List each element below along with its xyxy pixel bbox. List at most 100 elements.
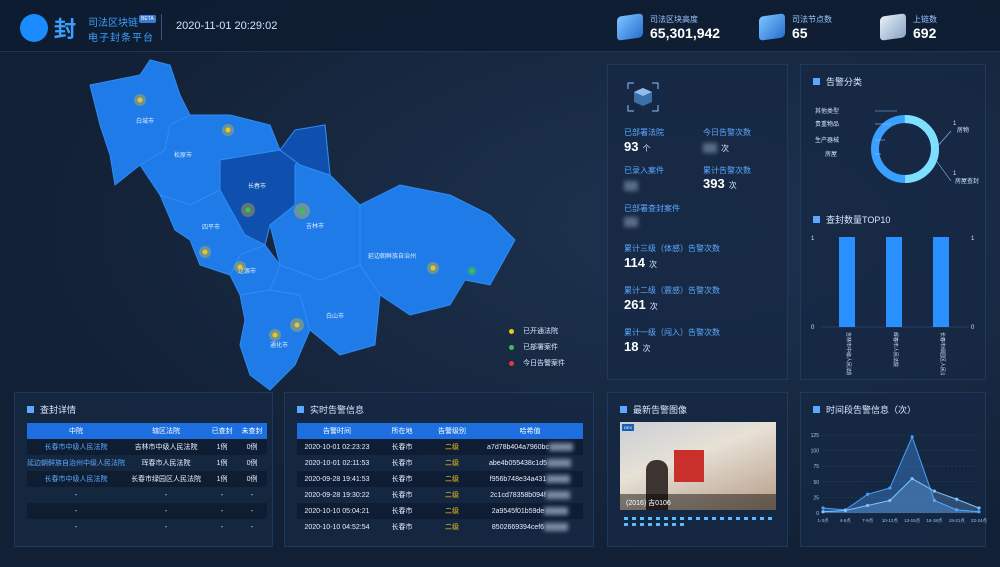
redacted-hash <box>544 523 569 531</box>
cube-frame-icon <box>627 82 659 112</box>
series-point[interactable] <box>865 503 870 508</box>
table-cell: 2020-10-01 02:23:23 <box>297 439 377 455</box>
map-label-liaoyuan: 辽源市 <box>238 267 256 275</box>
square-icon <box>813 406 820 413</box>
seal-top10-title: 查封数量TOP10 <box>813 213 890 226</box>
column-header[interactable]: 哈希值 <box>477 423 583 439</box>
series-point[interactable] <box>821 506 825 510</box>
seal-detail-title: 查封详情 <box>27 403 76 416</box>
map-region-baishan[interactable] <box>269 264 381 356</box>
column-header[interactable]: 告警时间 <box>297 423 377 439</box>
series-point[interactable] <box>955 497 959 501</box>
deployed-courts-value: 93 个 <box>624 139 651 154</box>
table-row[interactable]: 长春市中级人民法院 长春市绿园区人民法院 1例 0例 <box>27 471 267 487</box>
series-point[interactable] <box>977 510 981 514</box>
series-line[interactable] <box>822 478 980 513</box>
person-silhouette <box>646 460 668 510</box>
table-cell[interactable]: 长春市中级人民法院 <box>27 471 125 487</box>
table-row[interactable]: 2020-10-10 04:52:54 长春市 二级 8502669394cef6 <box>297 519 583 535</box>
today-alerts-label: 今日告警次数 <box>703 128 751 137</box>
table-cell: 长春市 <box>391 524 413 531</box>
table-row[interactable]: ---- <box>27 503 267 519</box>
table-cell: 长春市绿园区人民法院 <box>125 471 208 487</box>
table-row[interactable]: 长春市中级人民法院 吉林市中级人民法院 1例 0例 <box>27 439 267 455</box>
province-map[interactable]: 白城市 松原市 长春市 吉林市 四平市 辽源市 通化市 白山市 延边朝鲜族自治州 <box>70 55 530 400</box>
recorded-cases-label: 已录入案件 <box>624 166 664 175</box>
realtime-alerts-panel: 实时告警信息 告警时间 所在地 告警级别 哈希值 2020-10-01 02:2… <box>284 392 594 547</box>
column-header[interactable]: 中院 <box>27 423 125 439</box>
table-cell: - <box>27 503 125 519</box>
server-icon <box>880 13 906 41</box>
series-point[interactable] <box>910 477 914 481</box>
series-point[interactable] <box>843 508 847 513</box>
table-cell: - <box>220 523 224 531</box>
series-point[interactable] <box>932 498 937 503</box>
table-cell[interactable]: 延边朝鲜族自治州中级人民法院 <box>27 460 125 467</box>
time-period-area-chart[interactable]: 0 25 50 75 100 125 1-3点 4-6点 7-9点 10-12点 13-15点 16-… <box>801 423 987 545</box>
top10-bar[interactable] <box>933 237 949 327</box>
table-row[interactable]: 2020-09-28 19:41:53 长春市 二级 f956b748e34a431 <box>297 471 583 487</box>
series-point[interactable] <box>977 506 981 510</box>
redacted-hash <box>548 443 573 451</box>
deployed-courts-label: 已部署法院 <box>624 128 664 137</box>
latest-alert-photo[interactable]: DEV (2016) 吉0106 <box>620 422 776 510</box>
total-alerts-label: 累计告警次数 <box>703 166 751 175</box>
table-cell: - <box>250 491 254 499</box>
y-tick-label: 125 <box>811 433 820 439</box>
series-point[interactable] <box>888 486 892 490</box>
table-row[interactable]: ---- <box>27 487 267 503</box>
alarm-category-donut-chart[interactable]: 其他类型 贵重物品 生产器械 房屋 1 房物 1 房屋查封 <box>801 91 987 201</box>
series-area <box>823 436 979 513</box>
series-point[interactable] <box>910 435 914 439</box>
series-point[interactable] <box>888 498 892 503</box>
category-value-bottom: 1 <box>953 171 957 177</box>
square-icon <box>813 216 820 223</box>
seal-top10-bar-chart[interactable]: 1 0 1 0 吉林市中级人民法院 辉春市人民法院 长春市绿园区人民法院 <box>801 229 987 375</box>
column-header[interactable]: 未查封 <box>237 423 267 439</box>
table-row[interactable]: ---- <box>27 519 267 535</box>
table-cell: 二级 <box>445 492 459 499</box>
platform-logo-icon <box>20 14 48 42</box>
category-label-other: 其他类型 <box>815 107 839 115</box>
table-row[interactable]: 2020-10-01 02:11:53 长春市 二级 abe4b055438c1d5 <box>297 455 583 471</box>
column-header[interactable]: 告警级别 <box>427 423 477 439</box>
series-area <box>823 478 979 513</box>
table-cell: abe4b055438c1d5 <box>477 455 583 471</box>
category-label-valuables: 贵重物品 <box>815 120 839 128</box>
seal-detail-panel: 查封详情 中院 辖区法院 已查封 未查封 长春市中级人民法院 吉林市中级人民法院 1… <box>14 392 273 547</box>
recorded-cases-value <box>624 177 638 192</box>
table-cell: 8502669394cef6 <box>477 519 583 535</box>
map-label-songyuan: 松原市 <box>174 151 192 159</box>
column-header[interactable]: 所在地 <box>377 423 427 439</box>
map-region-yanbian[interactable] <box>359 184 516 316</box>
yellow-dot-icon <box>509 328 514 334</box>
block-height-value: 65,301,942 <box>650 25 721 41</box>
column-header[interactable]: 已查封 <box>207 423 238 439</box>
category-label-house: 房屋 <box>825 150 837 158</box>
series-line[interactable] <box>822 435 980 513</box>
block-height-label: 司法区块高度 <box>650 15 698 24</box>
green-dot-icon <box>509 344 514 350</box>
top10-bar[interactable] <box>886 237 902 327</box>
table-row[interactable]: 延边朝鲜族自治州中级人民法院 珲春市人民法院 1例 0例 <box>27 455 267 471</box>
table-row[interactable]: 2020-10-10 05:04:21 长春市 二级 2a9545f01b59de <box>297 503 583 519</box>
series-point[interactable] <box>932 489 937 493</box>
table-cell: 2a9545f01b59de <box>477 503 583 519</box>
table-row[interactable]: 2020-09-28 19:30:22 长春市 二级 2c1cd78358b094f <box>297 487 583 503</box>
series-point[interactable] <box>865 492 870 496</box>
table-cell: 二级 <box>427 503 477 519</box>
table-cell: 0例 <box>246 460 258 467</box>
top10-bar[interactable] <box>839 237 855 327</box>
top10-axis-min: 0 <box>811 325 815 331</box>
table-cell[interactable]: 长春市中级人民法院 <box>27 439 125 455</box>
series-point[interactable] <box>821 510 825 514</box>
series-point[interactable] <box>955 508 959 512</box>
table-cell: 2020-09-28 19:30:22 <box>304 491 370 499</box>
map-region-northeast[interactable] <box>279 124 331 176</box>
x-tick-label: 1-3点 <box>817 518 829 524</box>
column-header[interactable]: 辖区法院 <box>125 423 208 439</box>
cube-icon <box>617 13 643 41</box>
table-cell: 二级 <box>427 471 477 487</box>
table-row[interactable]: 2020-10-01 02:23:23 长春市 二级 a7d78b404a7960bc <box>297 439 583 455</box>
level2-alerts-value: 261 次 <box>624 297 658 312</box>
